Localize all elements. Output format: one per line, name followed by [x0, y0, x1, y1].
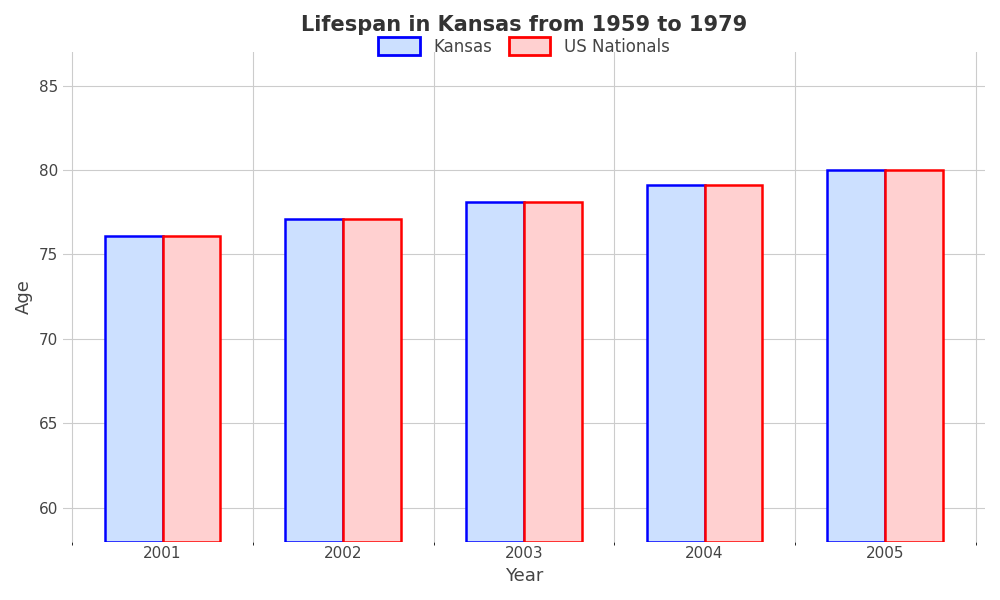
X-axis label: Year: Year — [505, 567, 543, 585]
Bar — [647, 185, 705, 542]
Bar — [285, 219, 343, 542]
Bar — [105, 236, 163, 542]
Bar — [466, 202, 524, 542]
Bar — [163, 236, 220, 542]
Bar — [885, 170, 943, 542]
Bar — [827, 170, 885, 542]
Legend: Kansas, US Nationals: Kansas, US Nationals — [372, 31, 676, 62]
Bar — [524, 202, 582, 542]
Title: Lifespan in Kansas from 1959 to 1979: Lifespan in Kansas from 1959 to 1979 — [301, 15, 747, 35]
Bar — [343, 219, 401, 542]
Bar — [705, 185, 762, 542]
Y-axis label: Age: Age — [15, 279, 33, 314]
